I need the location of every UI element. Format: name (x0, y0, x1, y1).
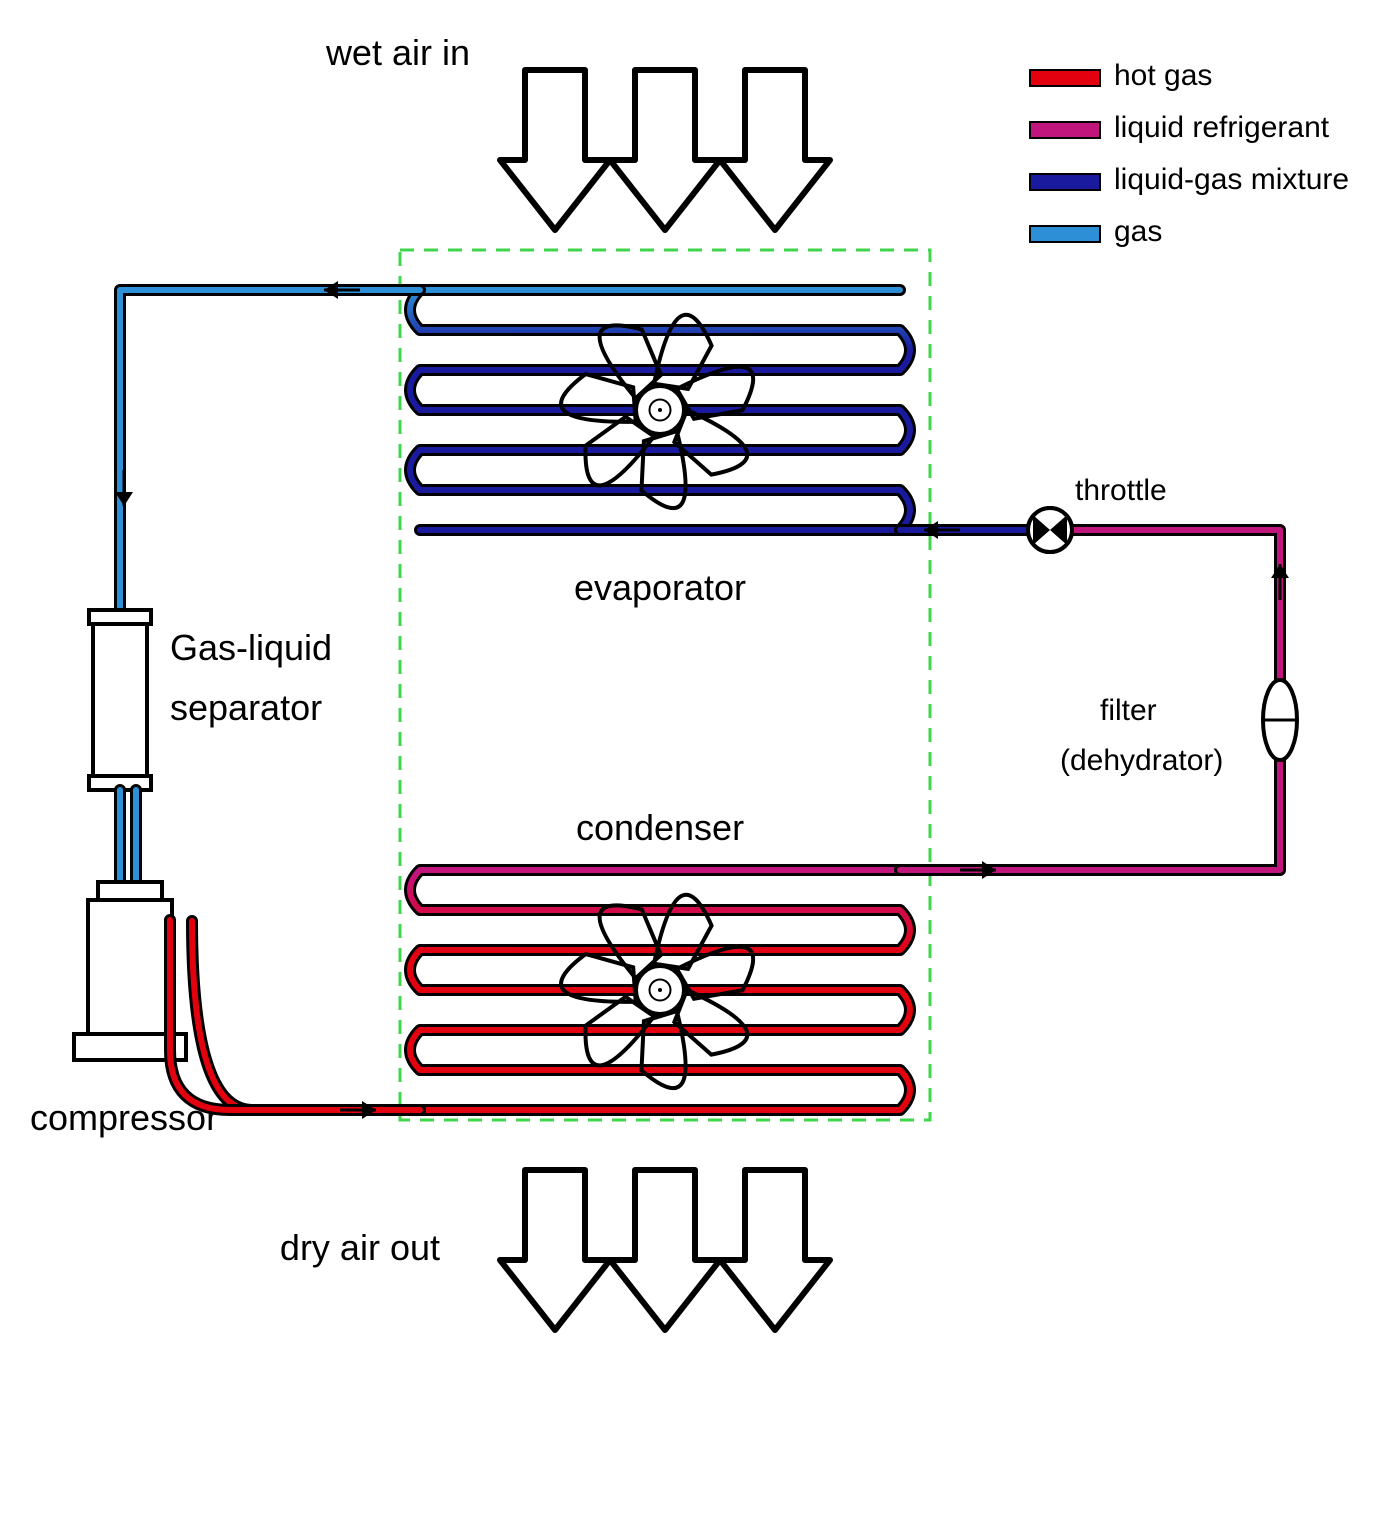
dry-air-arrow-0 (500, 1170, 610, 1330)
compressor-body (88, 900, 172, 1040)
condenser-label: condenser (576, 807, 744, 848)
evaporator-label: evaporator (574, 567, 746, 608)
compressor-to-condenser-pipe (192, 921, 420, 1110)
filter-to-throttle-pipe (1070, 530, 1280, 680)
flow-cond-out-head (982, 861, 996, 879)
legend-swatch-gas (1030, 226, 1100, 242)
compressor-to-condenser-pipe-fill (192, 921, 420, 1110)
legend-swatch-liquid_refrigerant (1030, 122, 1100, 138)
compressor-to-condenser-pipe-2 (170, 920, 420, 1110)
evap-outlet-pipe-fill (120, 290, 420, 620)
compressor-top (98, 882, 162, 900)
legend-label-hot_gas: hot gas (1114, 59, 1212, 92)
wet-air-arrow-2 (720, 70, 830, 230)
dry-air-arrow-1 (610, 1170, 720, 1330)
separator-label-2: separator (170, 687, 322, 728)
legend-label-liquid_gas_mixture: liquid-gas mixture (1114, 163, 1349, 196)
wet-air-arrow-0 (500, 70, 610, 230)
separator-label-1: Gas-liquid (170, 627, 332, 668)
legend-label-gas: gas (1114, 215, 1162, 248)
throttle-label: throttle (1075, 474, 1167, 507)
dry-air-out-label: dry air out (280, 1227, 440, 1268)
flow-into-condenser-head (362, 1101, 376, 1119)
legend-swatch-hot_gas (1030, 70, 1100, 86)
wet-air-in-label: wet air in (325, 32, 470, 73)
dry-air-arrow-2 (720, 1170, 830, 1330)
legend-label-liquid_refrigerant: liquid refrigerant (1114, 111, 1330, 144)
flow-evap-out-head (324, 281, 338, 299)
filter-label-2: (dehydrator) (1060, 744, 1223, 777)
filter-label-1: filter (1100, 694, 1157, 727)
legend-swatch-liquid_gas_mixture (1030, 174, 1100, 190)
compressor-to-condenser-pipe-2-fill (170, 920, 420, 1110)
flow-up-to-throttle-head (1271, 564, 1289, 578)
evap-outlet-pipe (120, 290, 420, 620)
gas-liquid-separator (93, 620, 147, 780)
filter-to-throttle-pipe-fill (1070, 530, 1280, 680)
wet-air-arrow-1 (610, 70, 720, 230)
separator-cap-top (89, 610, 151, 624)
